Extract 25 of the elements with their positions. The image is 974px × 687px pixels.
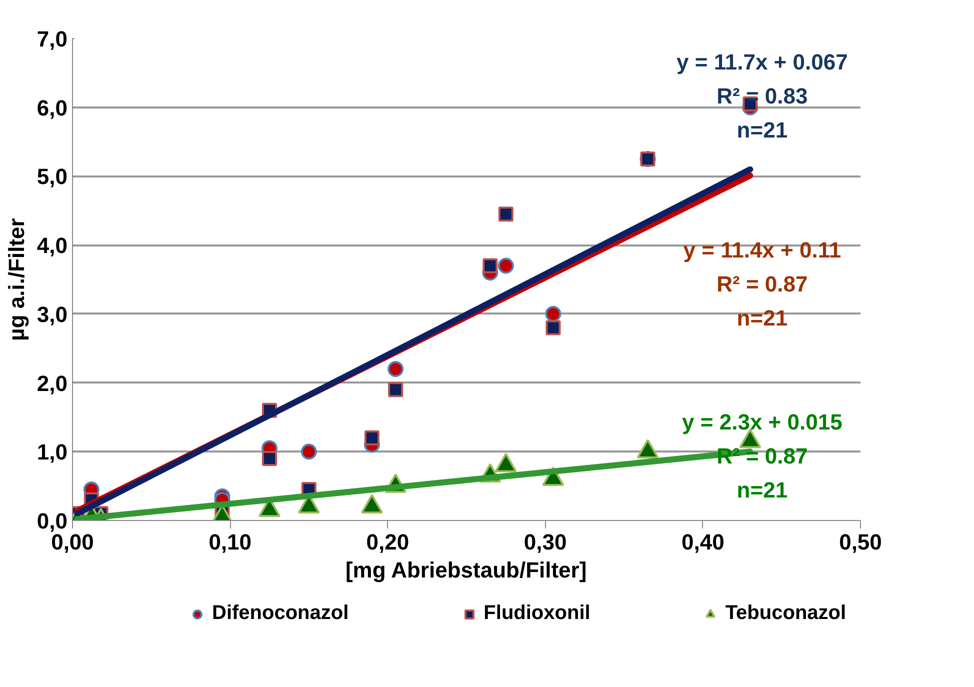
y-tick-label: 3,0 (36, 302, 68, 327)
annotation: y = 11.7x + 0.067 (676, 49, 848, 74)
annotation: y = 11.4x + 0.11 (683, 238, 842, 263)
legend-label: Difenoconazol (212, 602, 349, 625)
y-tick-label: 2,0 (36, 370, 68, 396)
y-tick-label: 0,0 (36, 508, 68, 534)
x-axis-title: [mg Abriebstaub/Filter] (345, 558, 587, 582)
x-tick-label: 0,30 (524, 530, 567, 554)
y-tick-label: 4,0 (36, 233, 68, 258)
x-tick-label: 0,20 (366, 530, 410, 554)
y-tick-label: 6,0 (36, 95, 68, 120)
annotation: y = 2.3x + 0.015 (682, 410, 842, 435)
y-tick-label: 7,0 (36, 26, 68, 52)
y-tick-label: 5,0 (36, 164, 68, 190)
annotation: n=21 (736, 306, 788, 331)
legend-label: Tebuconazol (725, 602, 846, 625)
legend-label: Fludioxonil (484, 602, 590, 625)
y-axis-title: µg a.i./Filter (4, 218, 29, 341)
y-tick-label: 1,0 (36, 440, 68, 465)
x-tick-label: 0,50 (839, 530, 882, 554)
x-tick-label: 0,40 (681, 530, 724, 554)
annotation: R² = 0.87 (716, 272, 808, 297)
annotation: n=21 (736, 117, 788, 142)
annotation: n=21 (736, 478, 788, 503)
x-tick-label: 0,10 (208, 530, 252, 554)
